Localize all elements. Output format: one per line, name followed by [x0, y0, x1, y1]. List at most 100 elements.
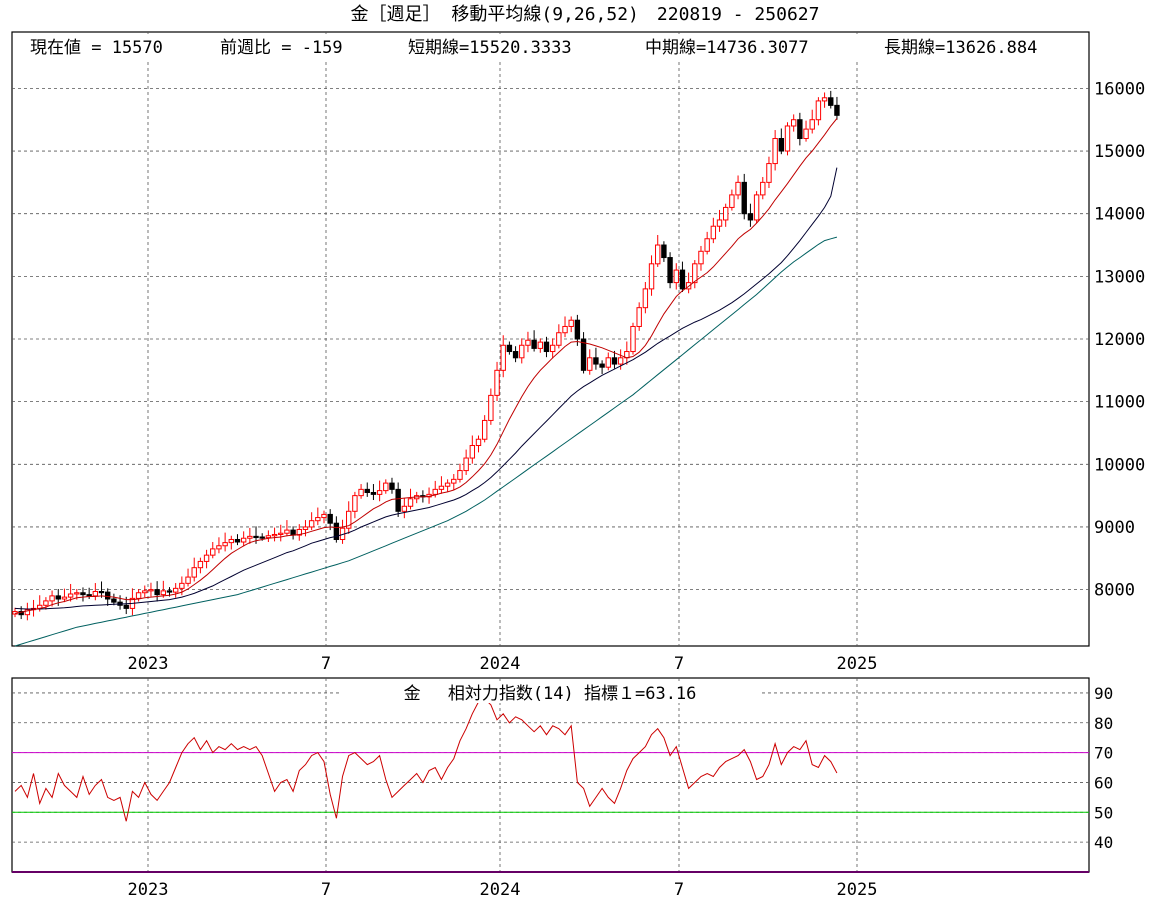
price-panel-frame — [11, 31, 1090, 647]
candle-body — [679, 269, 686, 290]
candle-body — [148, 589, 154, 592]
rsi-x-tick-label: 7 — [674, 880, 684, 900]
rsi-line — [14, 698, 838, 822]
price-y-axis: 8000 9000 10000 11000 12000 13000 14000 15000 16… — [1094, 79, 1145, 600]
info-long-ma: 長期線=13626.884 — [884, 38, 1037, 58]
candlesticks — [12, 90, 840, 621]
price-panel: 8000 9000 10000 11000 12000 13000 14000 15000 16… — [11, 31, 1145, 674]
candle-body — [692, 263, 698, 284]
candle-body — [290, 529, 296, 536]
info-short-ma: 短期線=15520.3333 — [408, 38, 572, 58]
candle-body — [710, 225, 717, 240]
rsi-x-tick-label: 7 — [321, 880, 331, 900]
candle-body — [790, 119, 797, 127]
candle-body — [346, 510, 352, 529]
rsi-y-tick-label: 60 — [1094, 773, 1113, 792]
candle-body — [333, 522, 340, 540]
candle-body — [784, 125, 791, 152]
price-x-tick-label: 7 — [674, 654, 684, 674]
candle-body — [86, 594, 92, 597]
candle-body — [512, 351, 519, 359]
candle-body — [543, 341, 550, 353]
candle-body — [98, 590, 105, 594]
candle-body — [407, 498, 414, 507]
candle-body — [210, 548, 216, 556]
candle-body — [92, 590, 99, 597]
candle-body — [278, 532, 284, 535]
rsi-y-tick-label: 70 — [1094, 744, 1113, 763]
short-ma-line — [14, 118, 838, 614]
candle-body — [753, 194, 760, 221]
candle-body — [358, 488, 364, 497]
rsi-x-tick-label: 2024 — [480, 880, 521, 900]
candle-body — [265, 535, 272, 539]
price-y-tick-label: 16000 — [1094, 79, 1145, 99]
candle-body — [111, 598, 117, 603]
candle-body — [537, 341, 543, 349]
candle-body — [630, 325, 636, 353]
candle-body — [568, 319, 574, 327]
candle-body — [574, 319, 581, 340]
rsi-y-tick-label: 50 — [1094, 803, 1113, 822]
candle-body — [284, 529, 290, 534]
candle-body — [481, 419, 488, 440]
candle-body — [562, 325, 568, 334]
info-bar-bg — [16, 34, 1086, 60]
candle-body — [766, 163, 772, 183]
rsi-x-tick-label: 2023 — [128, 880, 169, 900]
candle-body — [74, 592, 80, 595]
candle-body — [142, 590, 148, 594]
candle-body — [704, 238, 710, 252]
candle-body — [556, 332, 562, 346]
candle-body — [154, 589, 160, 596]
candle-body — [240, 537, 247, 543]
candle-body — [191, 567, 197, 578]
price-grid — [12, 32, 1089, 646]
rsi-x-tick-label: 2025 — [837, 880, 878, 900]
candle-body — [580, 338, 587, 371]
candle-body — [599, 363, 605, 368]
candle-body — [587, 357, 593, 371]
candle-body — [197, 560, 204, 569]
price-y-tick-label: 10000 — [1094, 455, 1145, 475]
price-y-tick-label: 12000 — [1094, 330, 1145, 350]
candle-body — [67, 593, 74, 598]
candle-body — [216, 545, 222, 550]
candle-body — [80, 592, 86, 596]
rsi-grid — [12, 678, 1089, 872]
candle-body — [444, 482, 451, 487]
mid-ma-line — [14, 167, 838, 610]
candle-body — [642, 288, 649, 309]
candle-body — [778, 138, 785, 152]
candle-body — [352, 495, 358, 512]
candle-body — [506, 344, 513, 353]
candle-body — [760, 181, 766, 196]
info-change: 前週比 = -159 — [220, 38, 343, 58]
candle-body — [123, 604, 129, 609]
candle-body — [451, 478, 457, 484]
price-x-axis: 2023 7 2024 7 2025 — [128, 654, 878, 674]
candle-body — [772, 138, 778, 165]
candle-body — [463, 457, 469, 472]
candle-body — [661, 244, 667, 259]
candle-body — [364, 488, 370, 493]
candle-body — [166, 590, 173, 593]
candle-body — [432, 488, 438, 495]
candle-body — [376, 490, 383, 495]
candle-body — [648, 263, 655, 290]
price-x-tick-label: 2024 — [480, 654, 521, 674]
price-y-tick-label: 9000 — [1094, 518, 1135, 538]
candle-body — [834, 104, 840, 116]
candle-body — [549, 344, 556, 353]
candle-body — [160, 590, 167, 596]
price-x-tick-label: 2025 — [837, 654, 878, 674]
candle-body — [259, 536, 265, 539]
candle-body — [617, 357, 624, 365]
candle-body — [673, 269, 679, 284]
candle-body — [135, 592, 142, 599]
candle-body — [636, 307, 642, 327]
candle-body — [519, 344, 525, 359]
price-y-tick-label: 15000 — [1094, 142, 1145, 162]
candle-body — [488, 394, 494, 421]
